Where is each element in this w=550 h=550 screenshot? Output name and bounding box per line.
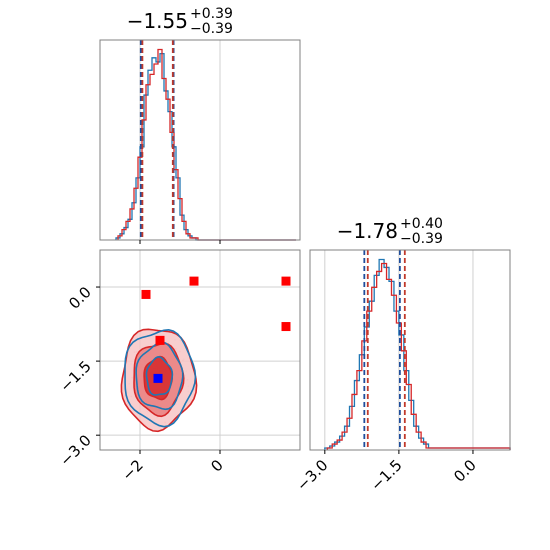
axes-frame <box>99 39 301 241</box>
histogram-panel-param-2: −1.78 +0.40−0.39 −3.0 −1.5 0.0 <box>293 216 511 495</box>
contour-level <box>135 341 184 411</box>
title-upper-error: +0.39 <box>190 6 233 22</box>
red-marker <box>281 276 291 286</box>
x-tick-label: 0.0 <box>450 456 480 486</box>
x-tick-label: −2 <box>118 456 146 484</box>
title-lower-error: −0.39 <box>190 21 233 37</box>
red-marker <box>141 289 151 299</box>
title-upper-error: +0.40 <box>400 216 443 232</box>
x-tick-label: 0 <box>207 456 226 475</box>
histogram-series-1 <box>326 262 511 450</box>
contour-level <box>145 356 174 396</box>
red-marker <box>281 322 291 332</box>
x-tick-label: −3.0 <box>293 456 331 494</box>
scatter-contour-panel: −2 0 0.0 −1.5 −3.0 <box>56 249 301 484</box>
title-median: −1.78 <box>337 219 398 243</box>
blue-marker <box>153 373 163 383</box>
y-tick-label: 0.0 <box>65 283 95 313</box>
histogram-panel-param-1: −1.55 +0.39−0.39 <box>99 6 301 244</box>
red-marker <box>155 335 165 345</box>
y-tick-label: −1.5 <box>56 357 94 395</box>
title-median: −1.55 <box>127 9 188 33</box>
histogram-series-1 <box>117 48 296 241</box>
histogram-series-0 <box>324 258 511 450</box>
contour-level <box>124 329 197 428</box>
title-lower-error: −0.39 <box>400 231 443 247</box>
axes-frame <box>309 249 511 451</box>
x-tick-label: −1.5 <box>367 456 405 494</box>
red-marker <box>189 276 199 286</box>
y-tick-label: −3.0 <box>56 431 94 469</box>
axes-frame <box>99 249 301 451</box>
